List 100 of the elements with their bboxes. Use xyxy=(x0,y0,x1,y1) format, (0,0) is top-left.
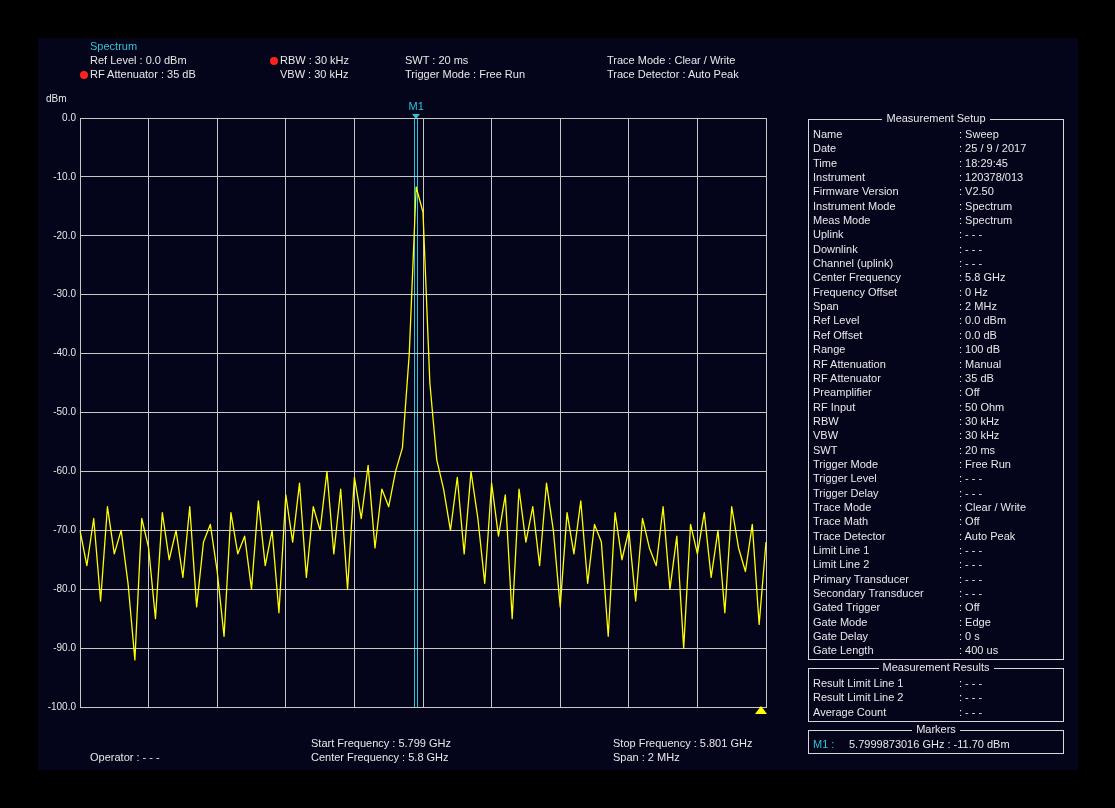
text: Average Count xyxy=(813,704,888,720)
y-tick-label: -60.0 xyxy=(53,465,77,477)
text: Downlink xyxy=(813,241,859,257)
text: Instrument xyxy=(813,170,866,185)
text: : - - - xyxy=(959,571,983,586)
text: : 0.0 dB xyxy=(959,327,997,343)
y-tick-label: -70.0 xyxy=(53,524,77,536)
y-tick-label: -40.0 xyxy=(53,347,77,359)
text: : - - - xyxy=(959,256,983,271)
text: Limit Line 1 xyxy=(813,542,871,558)
text: Frequency Offset xyxy=(813,284,899,300)
text: Primary Transducer xyxy=(813,571,910,586)
text: Span : 2 MHz xyxy=(613,751,680,763)
text: Channel (uplink) xyxy=(813,256,895,271)
text: : Edge xyxy=(959,614,991,630)
text: : 30 kHz xyxy=(959,428,1000,443)
text: Uplink xyxy=(813,227,845,242)
text: RBW xyxy=(813,413,840,429)
y-tick-label: -100.0 xyxy=(47,700,77,712)
text: M1 xyxy=(407,100,425,112)
text: : Spectrum xyxy=(959,213,1013,228)
text: : - - - xyxy=(959,557,983,572)
text: Trace Mode : Clear / Write xyxy=(607,54,736,66)
text: Name xyxy=(813,127,844,142)
text: : Spectrum xyxy=(959,198,1013,214)
text: : 30 kHz xyxy=(959,413,1000,429)
text: : 120378/013 xyxy=(959,170,1024,185)
text: Firmware Version xyxy=(813,184,900,199)
y-tick-label: -80.0 xyxy=(53,582,77,594)
text: : 5.8 GHz xyxy=(959,270,1006,285)
y-tick-label: 0.0 xyxy=(62,111,77,123)
text: Measurement Setup xyxy=(882,112,990,124)
y-tick-label: -30.0 xyxy=(53,288,77,300)
y-tick-label: -20.0 xyxy=(53,229,77,241)
text: : Clear / Write xyxy=(959,499,1027,515)
text: : 35 dB xyxy=(959,370,994,386)
text: Limit Line 2 xyxy=(813,557,871,572)
text: Time xyxy=(813,155,839,171)
y-tick-label: -90.0 xyxy=(53,641,77,653)
text: : Sweep xyxy=(959,127,999,142)
text: : - - - xyxy=(959,227,983,242)
text: Trigger Level xyxy=(813,471,878,486)
text: : Free Run xyxy=(959,456,1011,472)
text: : 50 Ohm xyxy=(959,399,1005,414)
text: Operator : - - - xyxy=(90,751,160,763)
text: SWT : 20 ms xyxy=(405,54,469,66)
text: : 0.0 dBm xyxy=(959,313,1007,328)
text: : Manual xyxy=(959,356,1002,371)
text: : Off xyxy=(959,514,980,529)
text: Secondary Transducer xyxy=(813,586,925,601)
text: VBW : 30 kHz xyxy=(280,68,349,80)
text: : - - - xyxy=(959,676,983,691)
text: Gate Delay xyxy=(813,629,870,644)
text: M1 : xyxy=(813,737,836,752)
text: Trigger Mode : Free Run xyxy=(405,68,526,80)
text: : - - - xyxy=(959,690,983,705)
text: Trigger Mode xyxy=(813,456,879,472)
text: : 0 Hz xyxy=(959,284,988,300)
text: Result Limit Line 2 xyxy=(813,690,905,705)
text: : V2.50 xyxy=(959,184,994,199)
text: Gate Mode xyxy=(813,614,869,630)
text: : - - - xyxy=(959,241,983,257)
text: Result Limit Line 1 xyxy=(813,676,905,691)
text: Gate Length xyxy=(813,643,875,658)
text: Center Frequency : 5.8 GHz xyxy=(311,751,449,763)
text: Trace Detector : Auto Peak xyxy=(607,68,739,80)
chart-title: Spectrum xyxy=(90,40,138,52)
text: : - - - xyxy=(959,485,983,500)
text: : Auto Peak xyxy=(959,528,1016,543)
y-tick-label: -50.0 xyxy=(53,406,77,418)
text: Gated Trigger xyxy=(813,600,882,615)
text: : 25 / 9 / 2017 xyxy=(959,141,1027,156)
text: Meas Mode xyxy=(813,213,872,228)
text: Center Frequency xyxy=(813,270,903,285)
y-axis-title: dBm xyxy=(46,93,67,104)
text: : 2 MHz xyxy=(959,299,997,314)
text: RF Input xyxy=(813,399,857,414)
text: : - - - xyxy=(959,471,983,486)
text: Range xyxy=(813,342,847,357)
text: Measurement Results xyxy=(878,661,994,673)
text: Trigger Delay xyxy=(813,485,880,500)
text: Markers xyxy=(912,723,960,735)
text: VBW xyxy=(813,428,840,443)
text: Preamplifier xyxy=(813,385,873,400)
y-tick-label: -10.0 xyxy=(53,170,77,182)
text: : 18:29:45 xyxy=(959,155,1008,171)
text: : - - - xyxy=(959,586,983,601)
text: Date xyxy=(813,141,838,156)
text: : 20 ms xyxy=(959,442,996,457)
text: Ref Level : 0.0 dBm xyxy=(90,54,187,66)
text: Instrument Mode xyxy=(813,198,897,214)
text: : Off xyxy=(959,600,980,615)
text: : - - - xyxy=(959,704,983,720)
text: Ref Level xyxy=(813,313,861,328)
text: Ref Offset xyxy=(813,327,864,343)
text: Trace Mode xyxy=(813,499,873,515)
text: : 400 us xyxy=(959,643,999,658)
text: RF Attenuator : 35 dB xyxy=(90,68,196,80)
text: : 100 dB xyxy=(959,342,1000,357)
text: Trace Detector xyxy=(813,528,887,543)
